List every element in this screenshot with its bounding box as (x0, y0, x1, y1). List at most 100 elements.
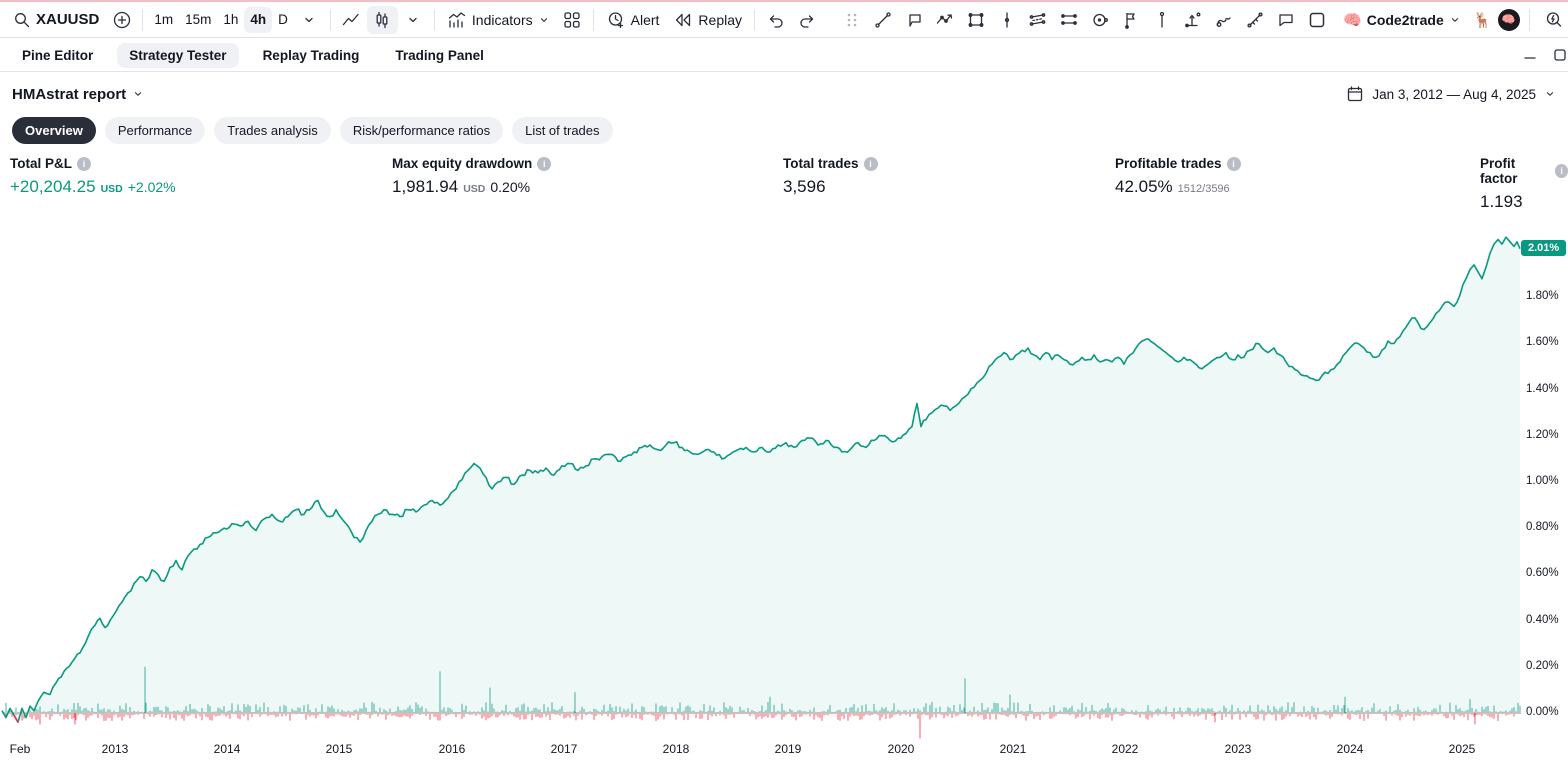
tool-ellipse[interactable] (1084, 6, 1115, 34)
stat-profit-factor: Profit factor i 1.193 (1480, 156, 1568, 212)
stat-percent: 0.20% (490, 179, 531, 195)
tab-replay-trading[interactable]: Replay Trading (262, 47, 360, 63)
trend-line-icon (873, 10, 893, 30)
tool-price-marker[interactable] (1146, 6, 1177, 34)
chevron-down-icon (1544, 88, 1556, 100)
tool-vertical-line[interactable] (991, 6, 1022, 34)
indicators-button[interactable]: Indicators (440, 6, 557, 34)
report-section-tabs: Overview Performance Trades analysis Ris… (12, 117, 613, 144)
stat-label: Profitable trades (1115, 156, 1222, 171)
tab-strategy-tester[interactable]: Strategy Tester (117, 42, 239, 68)
x-axis-tick: 2018 (662, 742, 690, 756)
minimize-panel-icon[interactable] (1522, 47, 1538, 63)
comment-bubble-icon (1276, 10, 1296, 30)
y-axis-tick: 1.00% (1526, 475, 1559, 487)
toolbar-separator (329, 8, 331, 31)
stat-ratio: 1512/3596 (1177, 183, 1230, 195)
alert-button[interactable]: Alert (599, 6, 667, 34)
replay-button[interactable]: Replay (666, 6, 749, 34)
stat-value: +20,204.25 (10, 177, 96, 196)
timeframe-menu-button[interactable] (294, 6, 325, 34)
replay-rewind-icon (673, 10, 693, 30)
pill-trades-analysis[interactable]: Trades analysis (214, 117, 331, 144)
equity-curve-chart[interactable]: 1.80% 1.60% 1.40% 1.20% 1.00% 0.80% 0.60% 0.40%… (0, 205, 1568, 768)
symbol-search-button[interactable]: XAUUSD (6, 6, 106, 34)
info-icon[interactable]: i (537, 156, 552, 171)
symbol-name: XAUUSD (36, 11, 100, 28)
info-icon[interactable]: i (1226, 156, 1241, 171)
account-menu-button[interactable]: 🧠 Code2trade (1336, 6, 1468, 34)
tab-trading-panel[interactable]: Trading Panel (395, 47, 484, 63)
grid-layout-button[interactable] (557, 6, 588, 34)
tool-callout[interactable] (898, 6, 929, 34)
indicators-label: Indicators (471, 11, 533, 28)
tool-projection[interactable] (1177, 6, 1208, 34)
candles-icon (372, 10, 392, 30)
undo-button[interactable] (760, 6, 791, 34)
pill-risk-performance-ratios[interactable]: Risk/performance ratios (339, 117, 504, 144)
redo-button[interactable] (791, 6, 822, 34)
stat-label: Total P&L (10, 156, 72, 171)
info-icon[interactable]: i (863, 156, 878, 171)
toolbar-separator (754, 8, 756, 31)
timeframe-15m[interactable]: 15m (185, 12, 212, 27)
tab-pine-editor[interactable]: Pine Editor (22, 47, 94, 63)
quick-search-button[interactable] (1539, 6, 1568, 34)
drawing-toolbar-drag-handle[interactable] (836, 6, 867, 34)
user-avatar-dark[interactable]: 🧠 (1497, 8, 1520, 31)
tool-comment[interactable] (1270, 6, 1301, 34)
tool-brush[interactable] (1208, 6, 1239, 34)
account-name: Code2trade (1366, 11, 1444, 28)
chart-style-line-button[interactable] (336, 6, 367, 34)
y-axis-tick: 1.60% (1526, 336, 1559, 349)
tool-flat-channel[interactable] (1053, 6, 1084, 34)
info-icon[interactable]: i (1555, 164, 1568, 178)
replay-mode-strip (0, 0, 1568, 2)
stat-value: 42.05% (1115, 177, 1173, 196)
x-axis-tick: 2024 (1336, 742, 1364, 756)
toolbar-separator (592, 8, 594, 31)
user-avatar-deer[interactable]: 🦌 (1473, 11, 1493, 29)
stat-total-trades: Total trades i 3,596 (783, 156, 878, 197)
flat-channel-icon (1059, 10, 1079, 30)
rectangle-icon (966, 10, 986, 30)
chart-style-candles-button[interactable] (366, 5, 398, 34)
report-header: HMAstrat report Jan 3, 2012 — Aug 4, 202… (0, 80, 1568, 108)
x-axis-tick: 2017 (550, 742, 578, 756)
timeframe-d[interactable]: D (278, 12, 288, 27)
line-chart-icon (341, 10, 361, 30)
search-icon (13, 11, 31, 29)
maximize-panel-icon[interactable] (1552, 47, 1568, 63)
x-axis-tick: 2021 (999, 742, 1027, 756)
y-axis-tick: 0.20% (1526, 659, 1559, 672)
y-axis-tick: 1.40% (1526, 382, 1559, 395)
toolbar-separator (142, 8, 144, 31)
x-axis-tick: 2014 (213, 742, 241, 756)
report-title-dropdown[interactable]: HMAstrat report (12, 86, 144, 103)
date-range-picker[interactable]: Jan 3, 2012 — Aug 4, 2025 (1346, 85, 1556, 103)
x-axis-tick: 2022 (1111, 742, 1139, 756)
tool-measure[interactable] (1239, 6, 1270, 34)
tool-parallel-channel[interactable] (1022, 6, 1053, 34)
chart-style-menu-button[interactable] (398, 6, 429, 34)
timeframe-1h[interactable]: 1h (223, 12, 239, 27)
compare-add-symbol-button[interactable] (106, 6, 137, 34)
tool-trend-line[interactable] (867, 6, 898, 34)
tool-rectangle[interactable] (960, 6, 991, 34)
stat-percent: +2.02% (127, 179, 176, 195)
main-toolbar: XAUUSD 1m 15m 1h 4h D (0, 2, 1568, 38)
x-axis-tick: 2023 (1224, 742, 1252, 756)
watchlist-panel-button[interactable] (1301, 6, 1332, 34)
y-axis-tick: 1.20% (1526, 428, 1559, 441)
pill-overview[interactable]: Overview (12, 117, 96, 144)
y-axis-tick: 0.00% (1526, 706, 1559, 718)
measure-icon (1245, 10, 1265, 30)
timeframe-4h[interactable]: 4h (244, 6, 273, 33)
x-axis-tick: 2016 (438, 742, 466, 756)
pill-performance[interactable]: Performance (104, 117, 206, 144)
tool-flag[interactable] (1115, 6, 1146, 34)
info-icon[interactable]: i (77, 156, 91, 171)
timeframe-1m[interactable]: 1m (154, 12, 174, 27)
tool-pattern[interactable] (929, 6, 960, 34)
pill-list-of-trades[interactable]: List of trades (512, 117, 613, 144)
